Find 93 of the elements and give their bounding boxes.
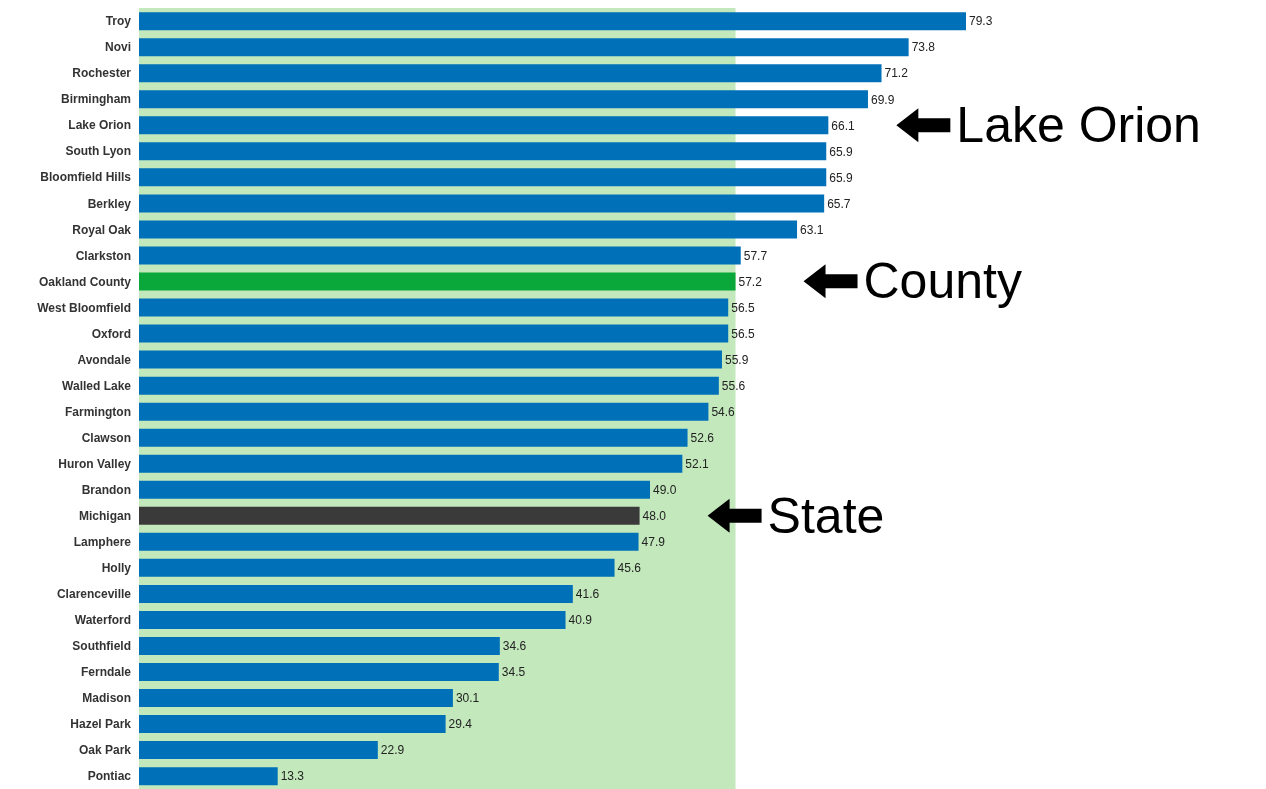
bar [139,350,722,369]
bar [139,584,573,603]
data-label: 73.8 [911,40,936,55]
bar [139,402,709,421]
y-tick-label: Oakland County [38,274,132,289]
y-tick-label: Farmington [65,404,131,419]
data-label: 55.9 [724,352,749,367]
bar [139,636,500,655]
data-label: 48.0 [642,509,667,524]
bar [139,532,639,551]
y-tick-label: Lake Orion [68,118,131,133]
bar [139,741,378,760]
data-label: 57.2 [738,274,763,289]
bar [139,663,499,681]
data-label: 30.1 [455,691,480,706]
y-tick-label: Oak Park [78,743,132,758]
data-label: 56.5 [731,326,755,341]
data-label: 71.2 [884,66,909,81]
data-label: 13.3 [280,769,305,784]
bar [139,558,615,577]
y-tick-label: Oxford [91,326,131,341]
bar [139,298,729,317]
annotation: Lake Orion [956,97,1201,154]
data-label: 29.4 [448,717,473,732]
data-label: 52.6 [690,430,715,445]
data-label: 63.1 [800,222,824,237]
data-label: 65.9 [829,144,853,159]
bar [139,116,829,135]
bar [139,64,882,83]
bar [139,454,683,473]
y-tick-label: West Bloomfield [37,300,131,315]
data-label: 66.1 [831,118,856,133]
y-tick-label: Clarkston [75,248,131,263]
bar [139,376,719,395]
bar [139,246,741,265]
data-label: 79.3 [969,14,993,29]
bar [139,272,736,291]
bar [139,767,278,786]
bar [139,220,798,239]
data-label: 57.7 [743,248,768,263]
y-tick-label: Rochester [72,66,132,81]
y-tick-label: Southfield [72,639,131,654]
y-tick-label: Michigan [78,508,131,523]
bar [139,194,825,213]
bar [139,90,868,109]
bar [139,142,827,161]
data-label: 65.7 [827,196,851,211]
data-label: 52.1 [685,456,710,471]
data-label: 22.9 [380,743,405,758]
y-tick-label: Avondale [77,352,132,367]
y-tick-label: Clawson [81,430,131,445]
y-tick-label: Brandon [81,482,131,497]
data-label: 47.9 [641,535,666,550]
bar [139,324,729,343]
y-tick-label: Troy [105,14,132,29]
bar [139,480,651,499]
y-tick-label: Clarenceville [56,587,132,602]
y-tick-label: Birmingham [60,92,131,107]
bar [139,506,640,525]
data-label: 34.5 [501,665,526,680]
data-label: 65.9 [829,170,853,185]
y-tick-label: South Lyon [65,144,131,159]
bar [139,38,909,57]
y-tick-label: Pontiac [87,769,132,784]
y-tick-label: Holly [101,560,132,575]
bar [139,715,446,734]
data-label: 54.6 [711,404,736,419]
bar [139,428,688,447]
data-label: 34.6 [502,639,527,654]
bar [139,689,453,708]
data-label: 55.6 [721,378,746,393]
data-label: 49.0 [653,483,677,498]
annotation: County [863,253,1022,310]
data-label: 45.6 [617,561,642,576]
y-tick-label: Bloomfield Hills [40,170,132,185]
y-tick-label: Novi [104,40,131,55]
y-tick-label: Ferndale [80,665,132,680]
y-tick-label: Walled Lake [62,378,132,393]
bar [139,12,966,31]
annotation: State [767,487,885,544]
y-tick-label: Madison [82,691,131,706]
y-tick-label: Waterford [74,613,131,628]
y-tick-label: Royal Oak [72,222,132,237]
y-tick-label: Berkley [87,196,132,211]
data-label: 40.9 [568,613,593,628]
data-label: 41.6 [575,587,600,602]
data-label: 56.5 [731,300,755,315]
bar [139,610,566,629]
y-tick-label: Huron Valley [58,456,132,471]
y-tick-label: Lamphere [73,534,132,549]
y-tick-label: Hazel Park [70,717,132,732]
bar [139,168,827,187]
data-label: 69.9 [870,92,895,107]
